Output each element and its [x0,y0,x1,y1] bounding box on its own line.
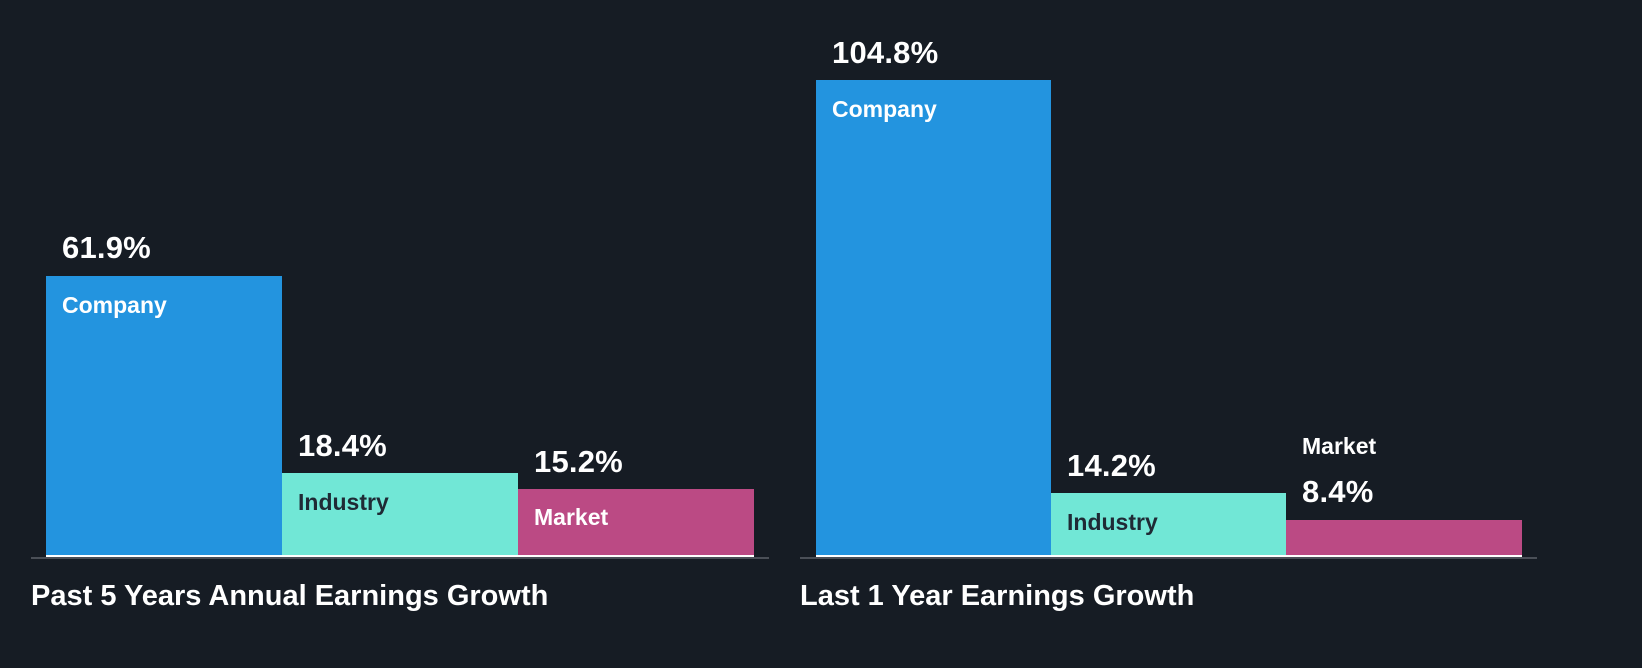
industry-bar: Industry [282,473,518,558]
company-value-label: 61.9% [62,230,151,265]
company-bar-label: Company [832,96,937,122]
market-value-label: 15.2% [534,444,623,479]
market-bar-label: Market [534,504,609,530]
x-axis-line [800,557,1537,559]
x-axis-line [31,557,769,559]
company-bar: Company [46,276,282,558]
chart-past-5-years: 61.9% Company 18.4% Industry 15.2% Marke… [0,0,800,668]
industry-bar-label: Industry [1067,509,1158,535]
industry-bar-label: Industry [298,489,389,515]
market-value-label: 8.4% [1302,474,1374,509]
market-bar-label: Market [1302,433,1377,459]
company-bar: Company [816,80,1051,558]
company-value-label: 104.8% [832,35,939,70]
chart-title: Last 1 Year Earnings Growth [800,580,1195,612]
market-bar: Market [518,489,754,558]
company-bar-label: Company [62,292,167,318]
chart-title: Past 5 Years Annual Earnings Growth [31,580,549,612]
industry-value-label: 18.4% [298,428,387,463]
industry-value-label: 14.2% [1067,448,1156,483]
industry-bar: Industry [1051,493,1286,558]
market-bar [1286,520,1522,558]
